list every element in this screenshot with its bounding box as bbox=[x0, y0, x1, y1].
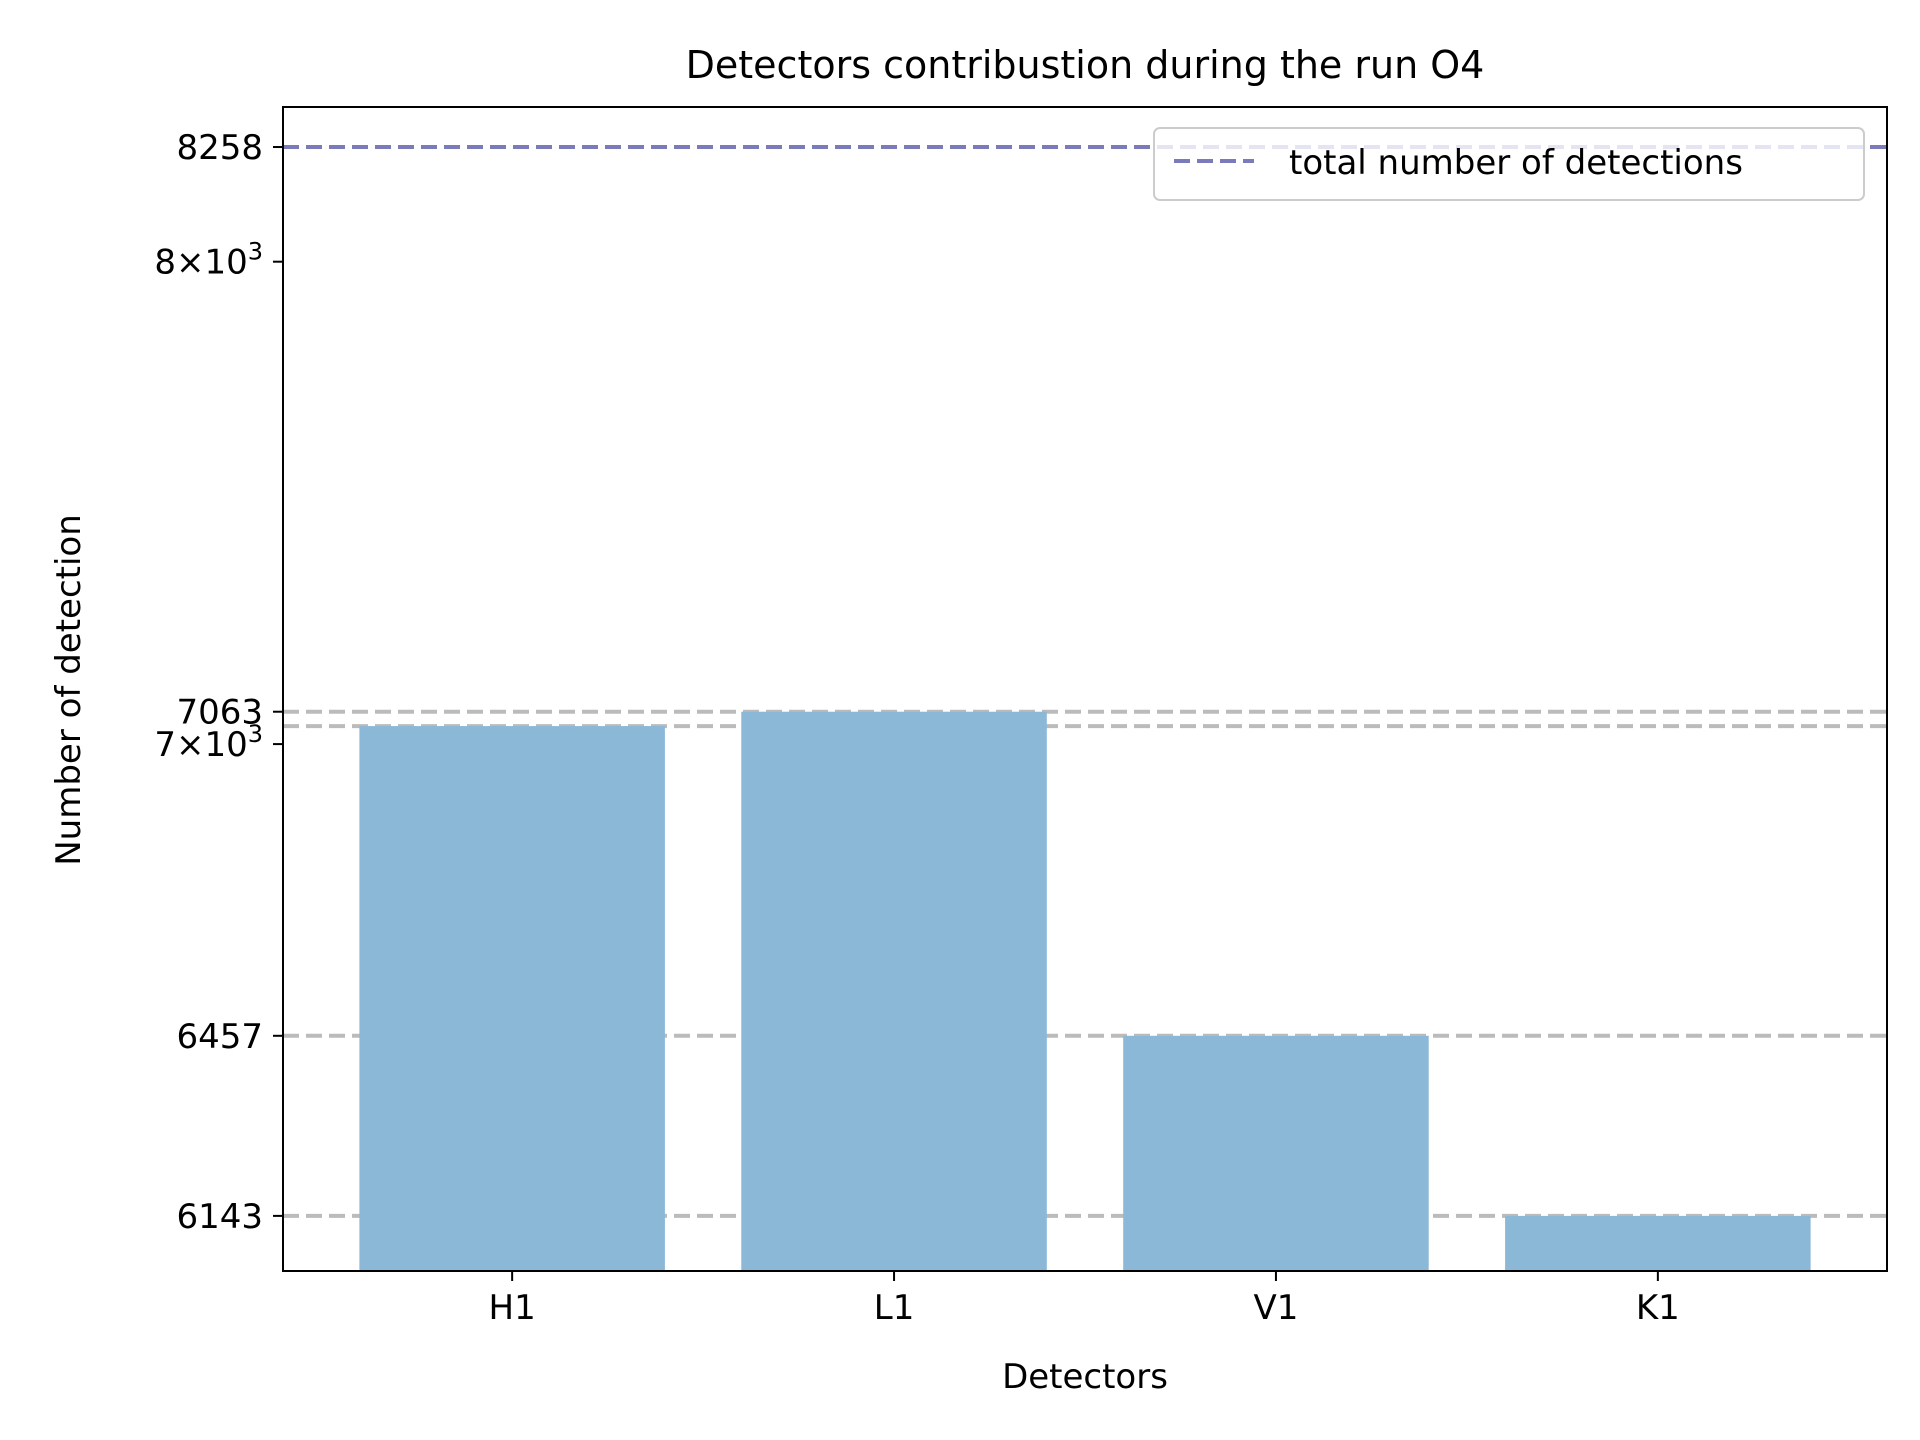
legend: total number of detections bbox=[1153, 127, 1865, 201]
plot-area-frame bbox=[282, 106, 1888, 1272]
chart-title: Detectors contribustion during the run O… bbox=[686, 43, 1485, 87]
x-tick-label: H1 bbox=[489, 1288, 536, 1328]
y-tick-label: 8258 bbox=[176, 128, 263, 168]
x-tick-label: L1 bbox=[874, 1288, 915, 1328]
bar bbox=[1505, 1215, 1811, 1271]
bar bbox=[359, 726, 665, 1271]
bar bbox=[741, 711, 1047, 1271]
x-tick-label: K1 bbox=[1636, 1288, 1680, 1328]
y-axis-label: Number of detection bbox=[49, 514, 89, 866]
y-tick-label: 6457 bbox=[176, 1017, 263, 1057]
y-tick-label: 6143 bbox=[176, 1197, 263, 1237]
x-tick-label: V1 bbox=[1254, 1288, 1299, 1328]
bar bbox=[1123, 1035, 1429, 1271]
x-axis-ticks: H1 L1 V1 K1 bbox=[489, 1271, 1680, 1328]
x-axis-label: Detectors bbox=[1002, 1357, 1168, 1397]
y-tick-label: 7063 bbox=[176, 693, 263, 733]
legend-total-line-label: total number of detections bbox=[1289, 143, 1743, 183]
y-tick-label: 8×103 bbox=[154, 238, 263, 283]
bars bbox=[359, 711, 1811, 1271]
legend-box bbox=[1153, 127, 1865, 201]
y-tick-label: 7×103 bbox=[154, 720, 263, 765]
